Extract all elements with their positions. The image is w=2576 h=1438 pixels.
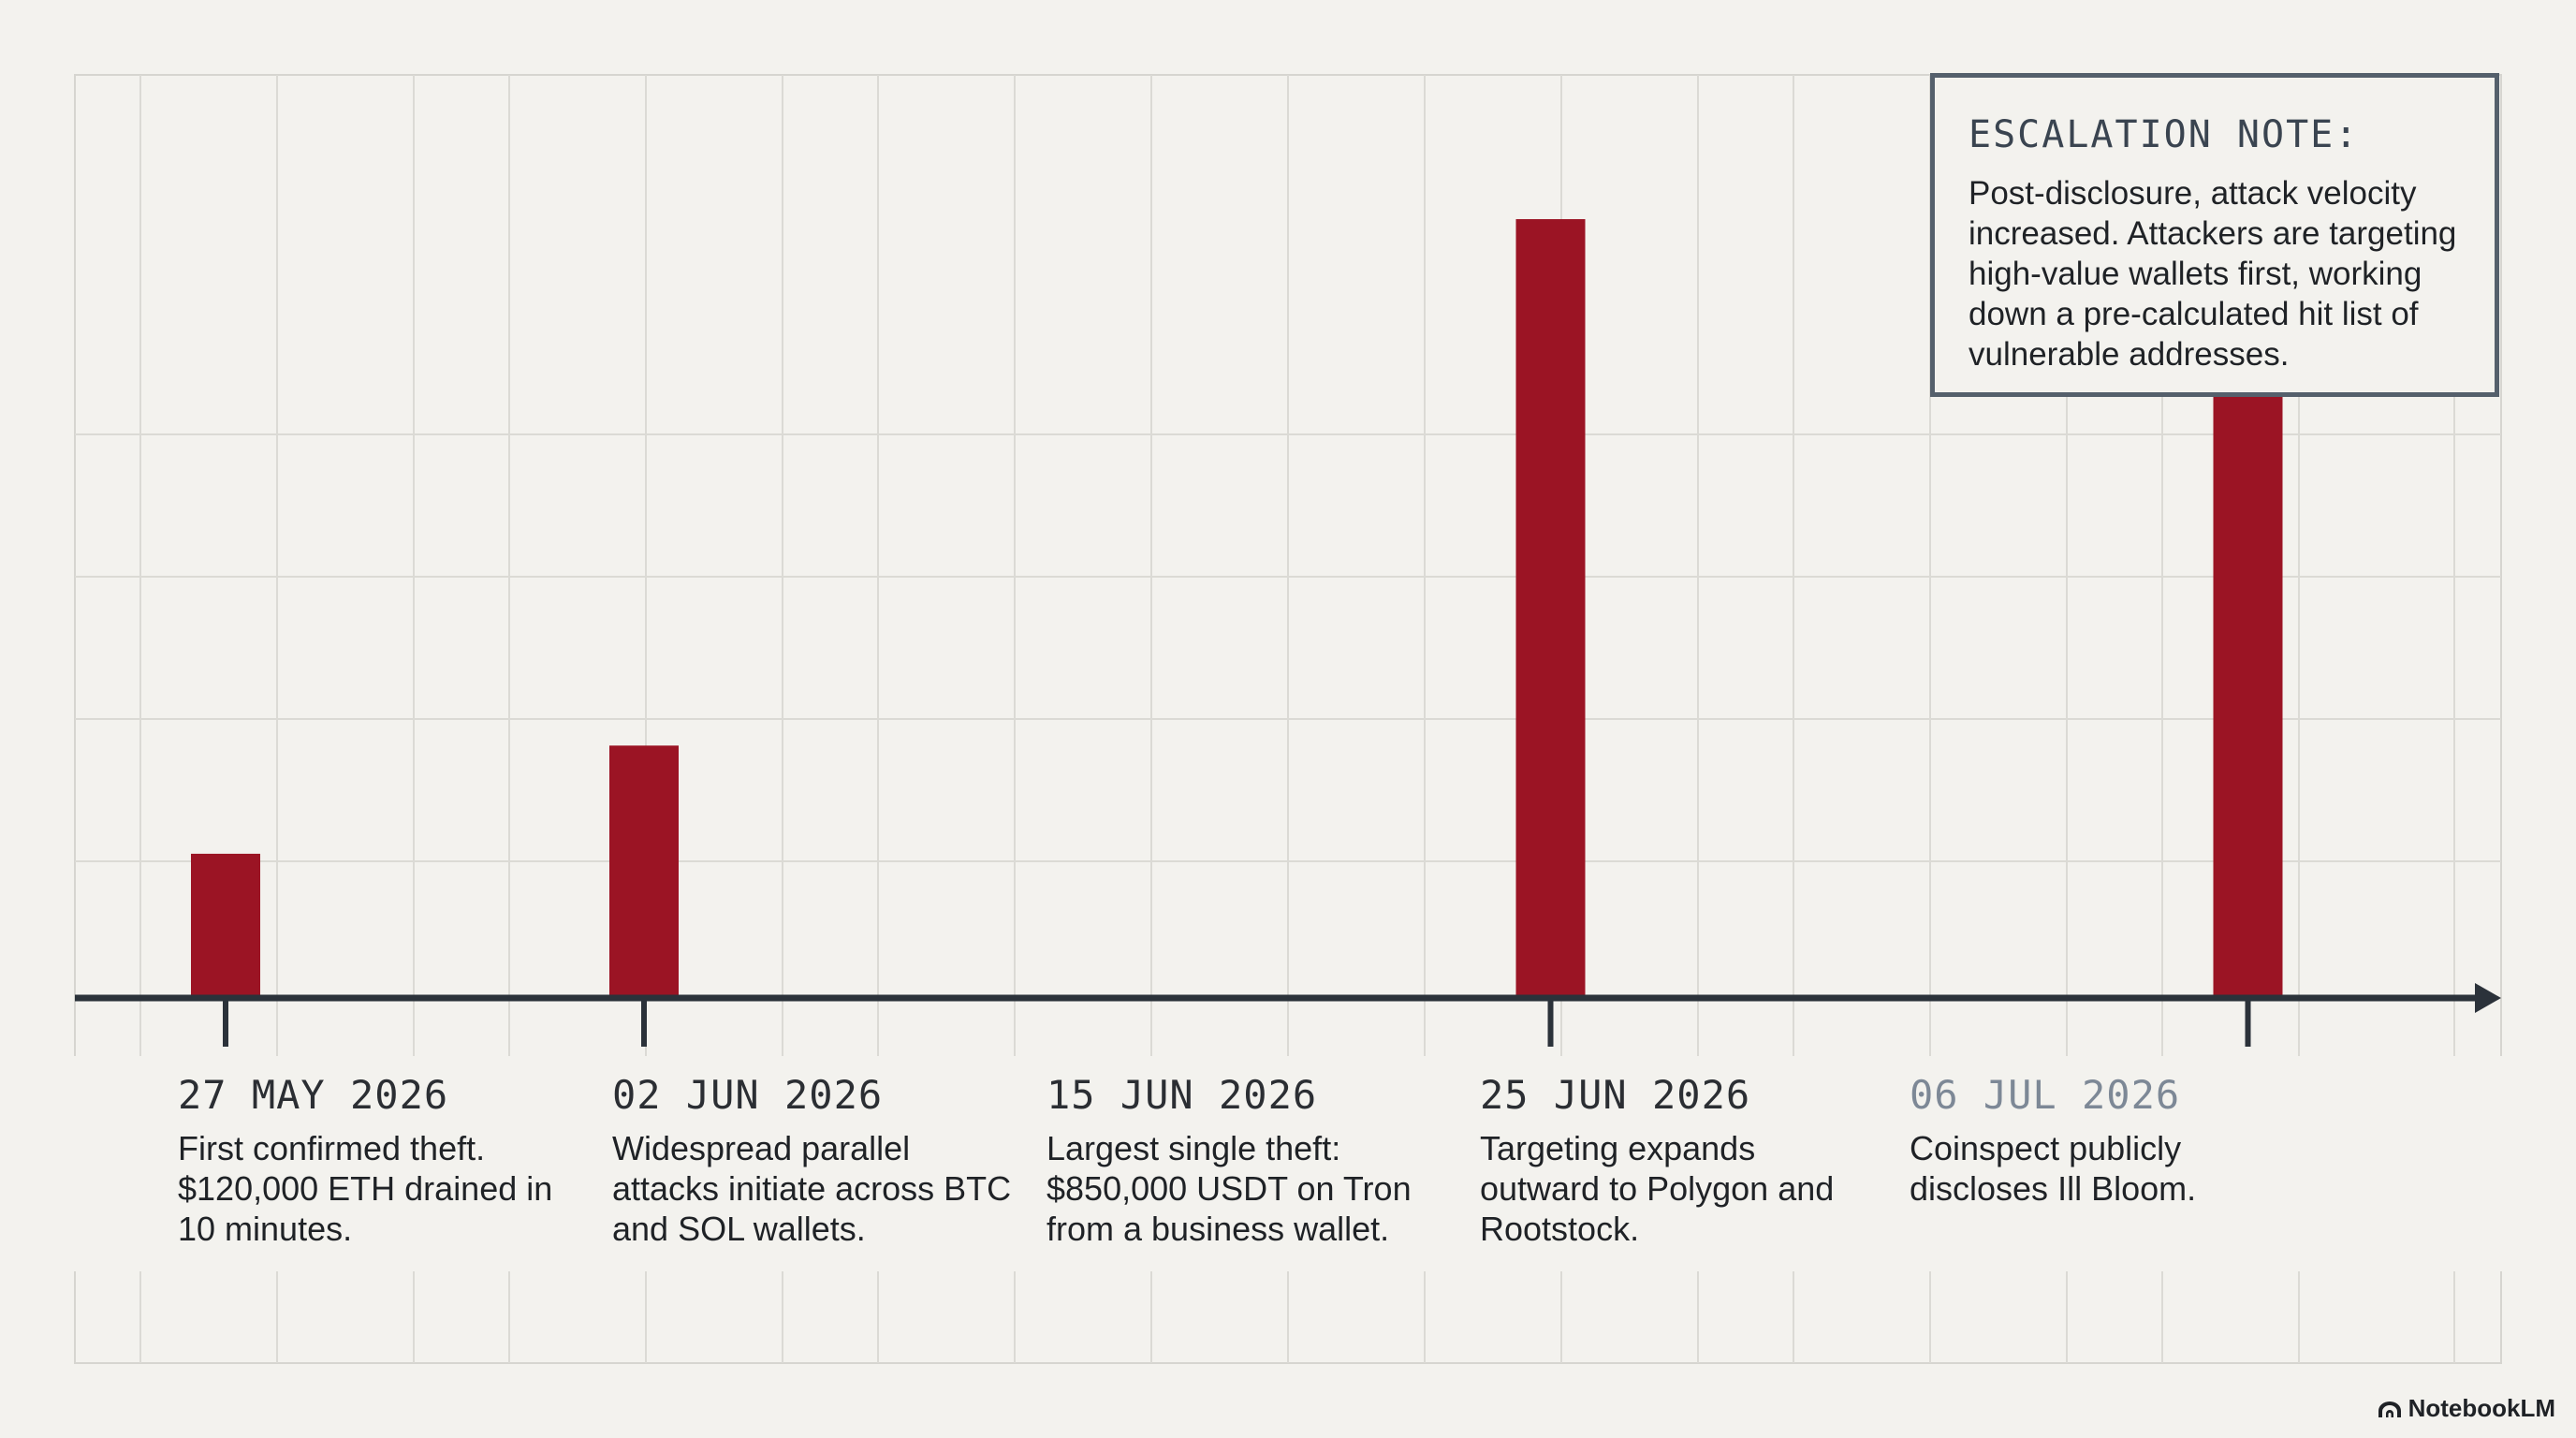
- bar-25-jun-2026: [2213, 305, 2283, 998]
- bar-15-jun-2026: [1515, 219, 1586, 998]
- event-description: Widespread parallel attacks initiate acr…: [612, 1129, 1012, 1248]
- tick-label-date: 06 JUL 2026: [1910, 1072, 2181, 1118]
- brand-label: NotebookLM: [2408, 1394, 2555, 1422]
- chart-bars: [191, 219, 2283, 998]
- escalation-note-box: ESCALATION NOTE: Post-disclosure, attack…: [1930, 73, 2499, 397]
- event-description: First confirmed theft. $120,000 ETH drai…: [178, 1129, 553, 1248]
- timeline-axis: [75, 983, 2501, 1047]
- bar-27-may-2026: [191, 853, 260, 998]
- tick-label-date: 02 JUN 2026: [612, 1072, 884, 1118]
- event-description: Targeting expands outward to Polygon and…: [1480, 1129, 1835, 1248]
- tick-label-date: 15 JUN 2026: [1046, 1072, 1318, 1118]
- escalation-note-text: Post-disclosure, attack velocity increas…: [1969, 175, 2457, 373]
- notebooklm-logo-icon: [2378, 1401, 2401, 1417]
- notebooklm-brand: NotebookLM: [2377, 1394, 2555, 1423]
- axis-arrowhead: [2475, 983, 2501, 1013]
- tick-label-date: 27 MAY 2026: [178, 1072, 449, 1118]
- escalation-note-title: ESCALATION NOTE:: [1969, 113, 2360, 156]
- bar-02-jun-2026: [609, 745, 679, 998]
- tick-label-date: 25 JUN 2026: [1480, 1072, 1751, 1118]
- event-description: Largest single theft: $850,000 USDT on T…: [1046, 1129, 1412, 1248]
- label-band: [73, 1056, 2503, 1271]
- event-description: Coinspect publicly discloses Ill Bloom.: [1910, 1129, 2197, 1208]
